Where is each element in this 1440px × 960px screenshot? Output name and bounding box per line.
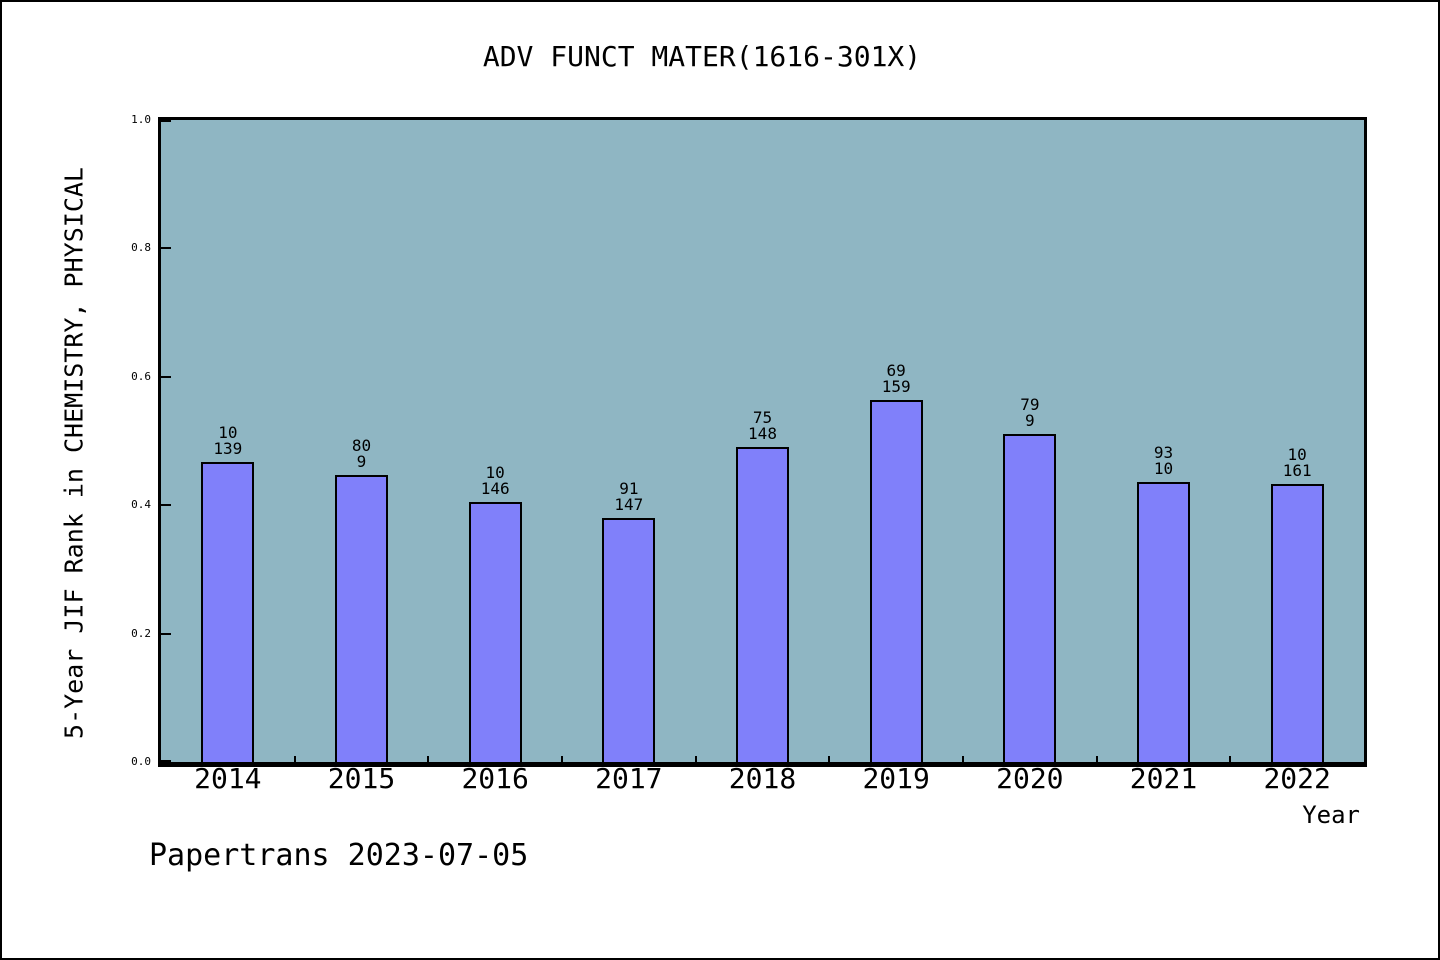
x-minor-tick [1095,756,1098,762]
x-minor-tick [561,756,563,762]
y-tick [161,247,171,250]
x-tick-label-2020: 2020 [996,762,1064,795]
bar-value-label-2016: 10 146 [435,465,555,497]
bar-value-label-2020: 79 9 [970,397,1090,429]
bar-label-line-bottom: 9 [1025,411,1035,430]
y-tick-label-0.0: 0.0 [131,755,151,768]
y-tick [161,375,171,378]
bar-value-label-2018: 75 148 [703,410,823,442]
x-minor-tick [427,756,430,762]
y-tick-label-0.4: 0.4 [131,498,151,512]
bar-label-line-top: 10 [1287,445,1307,464]
y-tick [161,760,171,762]
x-tick-label-2021: 2021 [1129,762,1198,795]
x-minor-tick [694,756,697,762]
bar-value-label-2017: 91 147 [569,481,689,513]
x-tick-label-2017: 2017 [595,762,663,795]
bar-label-line-bottom: 9 [356,452,367,471]
bar-2017 [602,518,656,762]
y-tick [161,632,171,635]
x-minor-tick [1229,756,1232,762]
y-tick-label-0.6: 0.6 [131,369,151,383]
bar-label-line-top: 93 [1153,443,1174,462]
bar-2022 [1270,484,1324,762]
bar-label-line-top: 91 [619,479,639,498]
y-tick-label-0.2: 0.2 [131,626,151,640]
bar-label-line-bottom: 148 [748,424,777,443]
bar-2015 [335,475,388,762]
bar-value-label-2015: 80 9 [302,438,422,470]
y-axis-label: 5-Year JIF Rank in CHEMISTRY, PHYSICAL [59,167,89,739]
footer-text: Papertrans 2023-07-05 [149,838,529,873]
x-minor-tick [962,756,964,762]
bar-label-line-bottom: 10 [1153,459,1174,478]
y-tick [161,504,171,507]
y-tick [161,120,171,122]
y-tick-label-1.0: 1.0 [131,113,151,126]
bar-label-line-top: 79 [1020,395,1040,414]
x-tick-label-2015: 2015 [327,762,396,795]
x-tick-label-2019: 2019 [862,762,930,795]
bar-label-line-bottom: 161 [1282,461,1312,480]
chart-title: ADV FUNCT MATER(1616-301X) [482,40,922,73]
bar-label-line-top: 69 [886,361,906,380]
x-tick-label-2018: 2018 [728,762,797,795]
x-minor-tick [293,756,296,762]
x-tick-label-2014: 2014 [194,762,262,795]
bar-label-line-top: 10 [218,423,238,442]
x-minor-tick [828,756,831,762]
bar-2014 [201,462,255,762]
bar-2021 [1137,482,1190,762]
bar-value-label-2019: 69 159 [836,363,956,395]
bar-2018 [736,447,789,762]
bar-2020 [1003,434,1057,762]
x-axis-label: Year [1302,801,1360,829]
bar-label-line-top: 75 [752,408,773,427]
bar-value-label-2022: 10 161 [1237,447,1357,479]
x-tick-label-2022: 2022 [1263,762,1331,795]
bar-2016 [468,502,522,762]
y-tick-label-0.8: 0.8 [131,241,151,255]
bar-label-line-bottom: 139 [213,439,243,458]
bar-2019 [869,400,923,762]
bar-label-line-bottom: 147 [614,495,644,514]
plot-area: 10 139 80 9 10 146 91 147 75 148 69 159 79 9 93 10 10 161 [158,117,1367,767]
x-tick-label-2016: 2016 [461,762,529,795]
bar-label-line-top: 80 [351,436,372,455]
bar-label-line-top: 10 [485,463,505,482]
bar-label-line-bottom: 159 [881,377,911,396]
bar-value-label-2021: 93 10 [1104,445,1224,477]
bar-value-label-2014: 10 139 [168,425,288,457]
bar-label-line-bottom: 146 [480,479,510,498]
